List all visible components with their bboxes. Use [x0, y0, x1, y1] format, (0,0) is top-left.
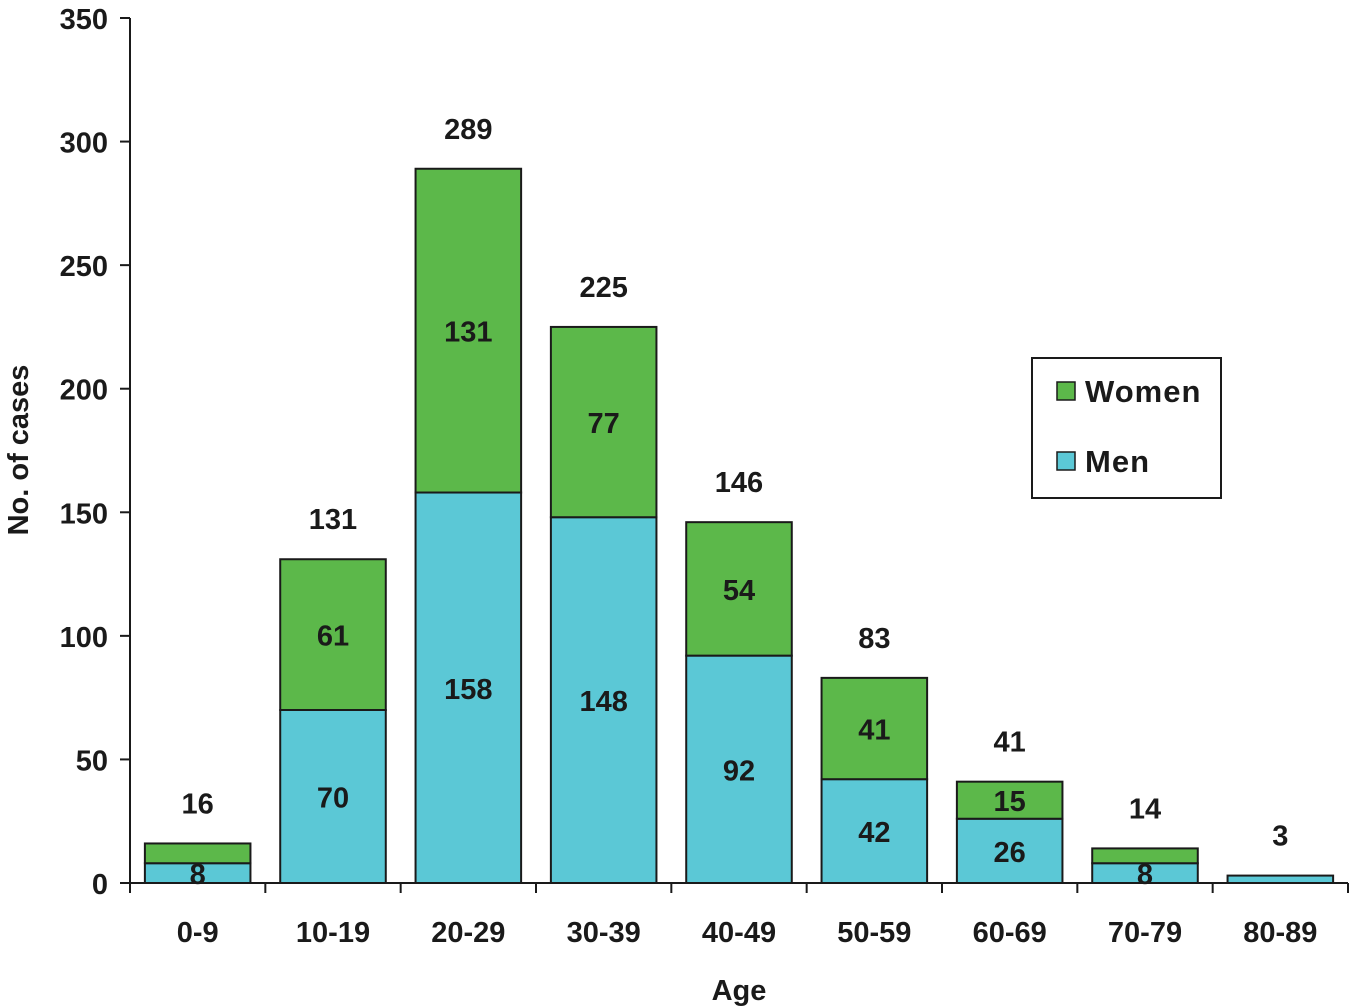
y-ticks: 0 50 100 150 200 250 300 350 — [60, 4, 130, 901]
x-tick-label: 80-89 — [1243, 917, 1317, 949]
bar-men-40-49 — [685, 654, 793, 885]
bar-men-80-89 — [1226, 874, 1335, 884]
bar-women-70-79 — [1091, 847, 1199, 865]
segment-label-women: 131 — [444, 317, 492, 349]
y-tick-label: 300 — [60, 128, 108, 160]
legend-label-men: Men — [1085, 444, 1150, 479]
y-tick-label: 150 — [60, 498, 108, 530]
x-ticks: 0-9 10-19 20-29 30-39 40-49 50-59 60-69 70-79 80… — [129, 883, 1349, 949]
segment-label-men: 26 — [994, 837, 1026, 869]
x-tick-label: 0-9 — [177, 917, 219, 949]
x-tick-label: 40-49 — [702, 917, 776, 949]
y-tick-label: 100 — [60, 622, 108, 654]
legend-swatch-men — [1056, 451, 1076, 471]
bar-women-20-29 — [414, 167, 523, 494]
segment-label-men: 70 — [317, 783, 349, 815]
y-tick-label: 200 — [60, 375, 108, 407]
segment-label-women: 77 — [588, 408, 620, 440]
total-label: 289 — [444, 114, 492, 146]
legend-label-women: Women — [1085, 374, 1201, 409]
total-label: 83 — [858, 623, 890, 655]
bar-women-50-59 — [820, 676, 929, 781]
segment-label-men: 8 — [1137, 859, 1153, 891]
bar-women-30-39 — [549, 325, 658, 519]
bar-women-60-69 — [955, 780, 1064, 820]
segment-label-men: 158 — [444, 674, 492, 706]
x-axis-title: Age — [712, 975, 767, 1007]
x-tick-label: 20-29 — [431, 917, 505, 949]
y-tick-label: 250 — [60, 251, 108, 283]
legend-swatch-women — [1056, 381, 1076, 401]
segment-label-women: 61 — [317, 621, 349, 653]
y-axis-title: No. of cases — [3, 365, 35, 536]
total-label: 131 — [309, 504, 357, 536]
bar-men-30-39 — [549, 516, 658, 884]
total-label: 146 — [715, 467, 763, 499]
segment-label-men: 8 — [190, 859, 206, 891]
segment-label-women: 54 — [723, 575, 755, 607]
bar-women-10-19 — [279, 558, 387, 711]
x-tick-label: 30-39 — [567, 917, 641, 949]
axes-layer — [129, 18, 1348, 884]
segment-label-men: 42 — [858, 817, 890, 849]
total-label: 41 — [994, 727, 1026, 759]
bars-layer — [143, 167, 1335, 885]
y-tick-label: 350 — [60, 4, 108, 36]
segment-label-women: 15 — [994, 786, 1026, 818]
total-label: 225 — [579, 272, 627, 304]
x-tick-label: 70-79 — [1108, 917, 1182, 949]
bar-women-40-49 — [685, 521, 793, 657]
x-tick-label: 50-59 — [837, 917, 911, 949]
bar-men-20-29 — [414, 491, 523, 884]
y-tick-label: 50 — [76, 745, 108, 777]
data-labels: 816 7061131158131289148772259254146424183… — [182, 114, 1289, 891]
x-tick-label: 60-69 — [973, 917, 1047, 949]
bar-women-0-9 — [143, 842, 252, 865]
segment-label-men: 148 — [579, 686, 627, 718]
total-label: 16 — [182, 788, 214, 820]
segment-label-men: 92 — [723, 755, 755, 787]
segment-label-women: 41 — [858, 715, 890, 747]
total-label: 3 — [1272, 821, 1288, 853]
y-tick-label: 0 — [92, 869, 108, 901]
total-label: 14 — [1129, 793, 1161, 825]
x-tick-label: 10-19 — [296, 917, 370, 949]
legend: Women Men — [1031, 357, 1222, 499]
